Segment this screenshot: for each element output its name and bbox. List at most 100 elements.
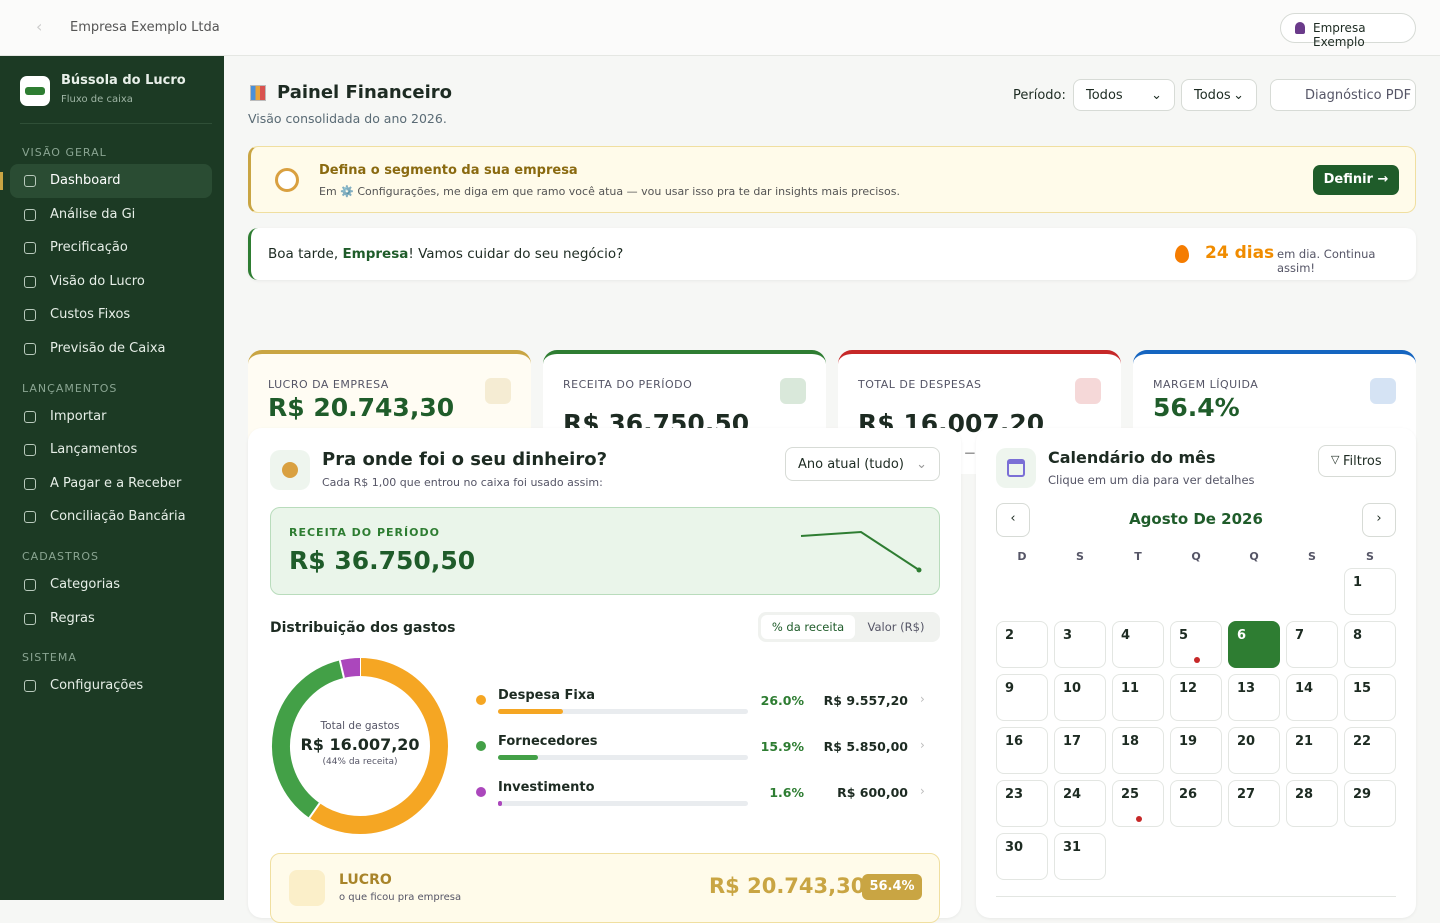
day-cell[interactable]: 23 — [996, 780, 1048, 827]
donut-center: Total de gastos R$ 16.007,20 (44% da rec… — [270, 720, 450, 767]
legend-dot — [476, 787, 486, 797]
day-cell[interactable]: 21 — [1286, 727, 1338, 774]
day-cell[interactable]: 13 — [1228, 674, 1280, 721]
donut-note: (44% da receita) — [322, 757, 398, 767]
nav-item[interactable]: Precificação — [10, 231, 212, 265]
user-button[interactable]: Empresa Exemplo — [1280, 13, 1416, 49]
period-select[interactable]: Todos ⌄ — [1181, 79, 1257, 111]
user-icon — [1295, 22, 1305, 34]
bar — [498, 755, 538, 760]
nav-item[interactable]: Previsão de Caixa — [10, 332, 212, 366]
profit-label: LUCRO — [339, 872, 392, 888]
nav-item[interactable]: Visão do Lucro — [10, 265, 212, 299]
nav-item[interactable]: A Pagar e a Receber — [10, 467, 212, 501]
page-subtitle: Visão consolidada do ano 2026. — [248, 111, 447, 126]
toggle-option[interactable]: % da receita — [761, 615, 855, 639]
nav-section: LANÇAMENTOS — [22, 381, 118, 395]
day-cell[interactable]: 19 — [1170, 727, 1222, 774]
kpi-label: LUCRO DA EMPRESA — [268, 378, 389, 391]
day-cell[interactable]: 11 — [1112, 674, 1164, 721]
day-cell[interactable]: 7 — [1286, 621, 1338, 668]
day-cell[interactable]: 1 — [1344, 568, 1396, 615]
revenue-value: R$ 36.750,50 — [289, 546, 476, 575]
define-button[interactable]: Definir → — [1313, 165, 1399, 195]
nav-item[interactable]: Configurações — [10, 669, 212, 703]
day-cell[interactable]: 17 — [1054, 727, 1106, 774]
day-cell[interactable]: 31 — [1054, 833, 1106, 880]
donut-chart — [272, 658, 448, 834]
nav-item[interactable]: Custos Fixos — [10, 298, 212, 332]
nav-icon — [24, 275, 36, 288]
kpi-label: RECEITA DO PERÍODO — [563, 378, 693, 391]
day-cell[interactable]: 15 — [1344, 674, 1396, 721]
toggle-option[interactable]: Valor (R$) — [867, 620, 925, 634]
greeting-text: Boa tarde, Empresa! Vamos cuidar do seu … — [268, 246, 623, 262]
weekday: Q — [1191, 550, 1201, 563]
filter-button[interactable]: ▽ Filtros — [1318, 445, 1396, 477]
day-cell[interactable]: 16 — [996, 727, 1048, 774]
day-cell[interactable]: 14 — [1286, 674, 1338, 721]
day-cell[interactable]: 26 — [1170, 780, 1222, 827]
day-cell[interactable]: 6 — [1228, 621, 1280, 668]
period-select[interactable]: Todos ⌄ — [1073, 79, 1175, 111]
day-cell[interactable]: 29 — [1344, 780, 1396, 827]
kpi-label: MARGEM LÍQUIDA — [1153, 378, 1259, 391]
day-cell[interactable]: 10 — [1054, 674, 1106, 721]
range-select[interactable]: Ano atual (tudo) ⌄ — [785, 447, 940, 481]
day-cell[interactable]: 25 — [1112, 780, 1164, 827]
nav-item[interactable]: Conciliação Bancária — [10, 500, 212, 534]
weekday: S — [1366, 550, 1374, 563]
profit-value: R$ 20.743,30 — [709, 874, 866, 898]
event-dot — [1194, 657, 1200, 663]
day-cell[interactable]: 9 — [996, 674, 1048, 721]
bar — [498, 709, 563, 714]
weekday: T — [1134, 550, 1142, 563]
nav-label: Categorias — [50, 577, 121, 592]
day-cell[interactable]: 22 — [1344, 727, 1396, 774]
item-chevron[interactable]: › — [920, 784, 925, 798]
dist-title: Distribuição dos gastos — [270, 620, 456, 636]
day-cell[interactable]: 8 — [1344, 621, 1396, 668]
period-option: Todos — [1194, 88, 1231, 103]
back-icon[interactable]: ‹ — [36, 17, 43, 36]
nav-item[interactable]: Dashboard — [10, 164, 212, 198]
nav-item[interactable]: Regras — [10, 602, 212, 636]
nav-icon — [24, 612, 36, 625]
revenue-box: RECEITA DO PERÍODO R$ 36.750,50 — [270, 507, 940, 595]
weekday: D — [1017, 550, 1027, 563]
item-chevron[interactable]: › — [920, 738, 925, 752]
nav-section: SISTEMA — [22, 651, 77, 665]
nav-label: Lançamentos — [50, 442, 138, 458]
day-cell[interactable]: 24 — [1054, 780, 1106, 827]
day-cell[interactable]: 12 — [1170, 674, 1222, 721]
main: Painel Financeiro Visão consolidada do a… — [224, 56, 1440, 923]
profit-box: LUCRO o que ficou pra empresa R$ 20.743,… — [270, 853, 940, 923]
day-cell[interactable]: 5 — [1170, 621, 1222, 668]
day-cell[interactable]: 2 — [996, 621, 1048, 668]
nav-item[interactable]: Importar — [10, 400, 212, 434]
day-cell[interactable]: 18 — [1112, 727, 1164, 774]
next-month[interactable]: › — [1362, 503, 1396, 537]
item-amount: R$ 9.557,20 — [823, 693, 908, 708]
day-cell[interactable]: 3 — [1054, 621, 1106, 668]
nav-icon — [24, 579, 36, 591]
day-cell[interactable]: 27 — [1228, 780, 1280, 827]
day-cell[interactable]: 28 — [1286, 780, 1338, 827]
pdf-button[interactable]: Diagnóstico PDF — [1270, 79, 1416, 111]
nav-item[interactable]: Análise da Gi — [10, 198, 212, 232]
nav-item[interactable]: Lançamentos — [10, 433, 212, 467]
banner-title: Defina o segmento da sua empresa — [319, 163, 578, 178]
prev-month[interactable]: ‹ — [996, 503, 1030, 537]
nav-item[interactable]: Categorias — [10, 568, 212, 602]
nav-icon — [24, 477, 36, 490]
day-cell[interactable]: 4 — [1112, 621, 1164, 668]
period-option: Todos — [1086, 88, 1123, 103]
streak-suffix: em dia. Continua assim! — [1277, 247, 1376, 275]
nav-label: Precificação — [50, 240, 128, 256]
kpi-icon — [485, 378, 511, 404]
day-cell[interactable]: 20 — [1228, 727, 1280, 774]
greeting-name: Empresa — [342, 246, 409, 262]
item-chevron[interactable]: › — [920, 692, 925, 706]
day-cell[interactable]: 30 — [996, 833, 1048, 880]
user-name: Empresa Exemplo — [1313, 21, 1366, 49]
